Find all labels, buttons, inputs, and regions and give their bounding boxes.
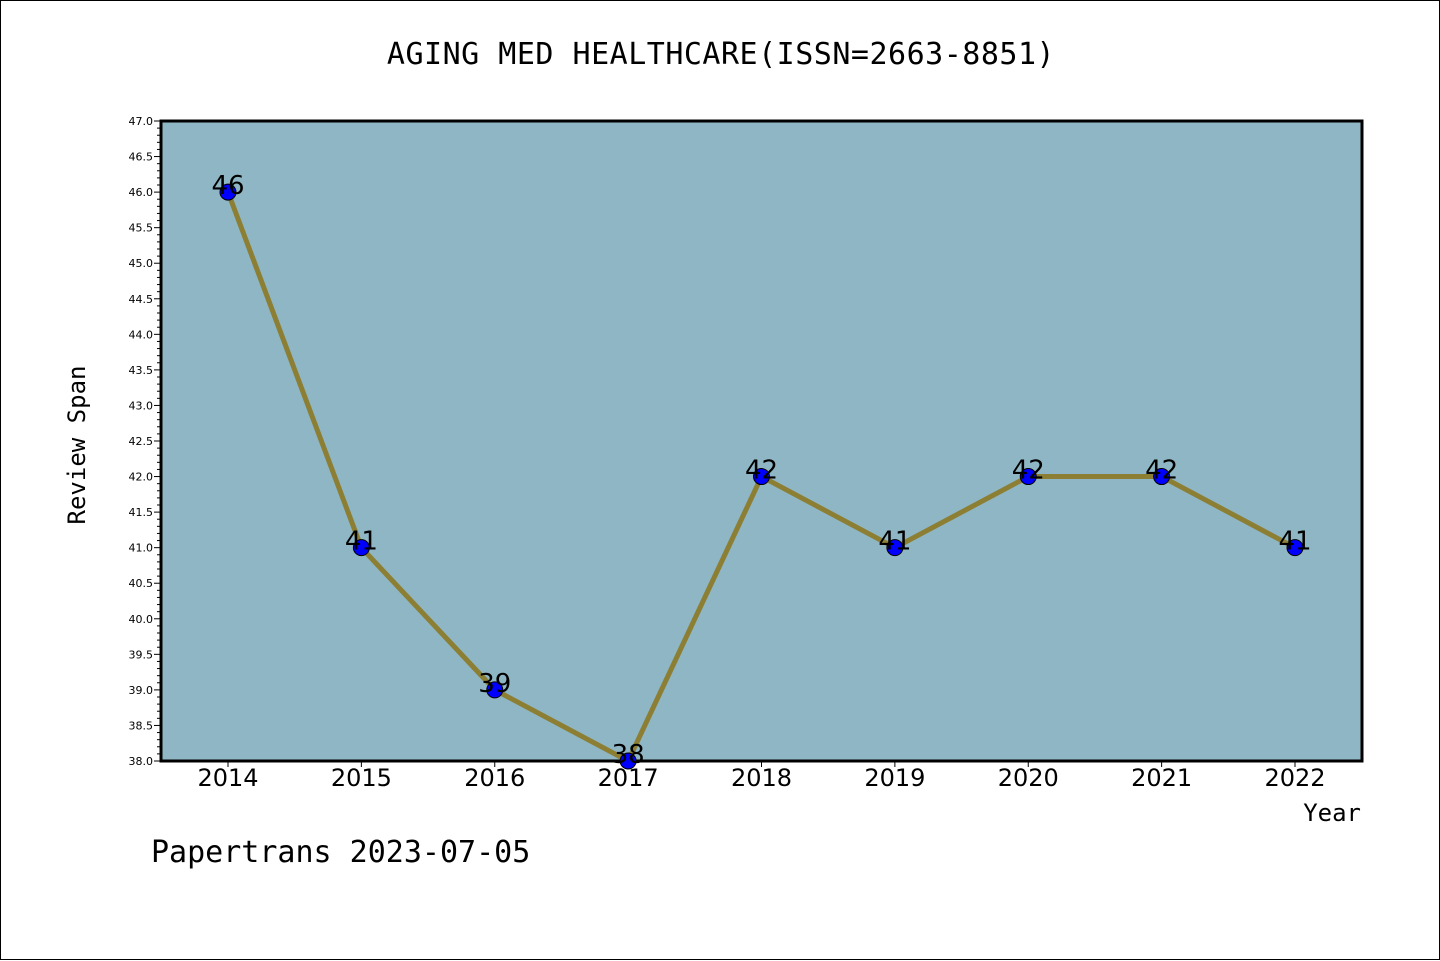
data-label: 42 (745, 456, 778, 486)
x-tick-label: 2018 (731, 764, 792, 792)
data-label: 38 (612, 740, 645, 770)
y-tick-label: 46.0 (129, 186, 154, 199)
data-point (1019, 468, 1037, 486)
y-axis-label: Review Span (63, 366, 91, 525)
data-label: 39 (478, 669, 511, 699)
data-points (219, 183, 1304, 770)
x-tick-label: 2021 (1131, 764, 1192, 792)
data-point (1286, 539, 1304, 557)
chart-title: AGING MED HEALTHCARE(ISSN=2663-8851) (386, 37, 1056, 72)
x-tick-label: 2015 (331, 764, 392, 792)
x-tick-label: 2016 (464, 764, 525, 792)
y-tick-label: 38.0 (129, 755, 154, 768)
x-ticks: 2014 2015 2016 2017 2018 2019 2020 2021 2022 (197, 761, 1326, 792)
data-point (1153, 468, 1171, 486)
data-point (219, 183, 237, 201)
x-axis-label: Year (1303, 799, 1361, 827)
y-ticks: 38.0 38.5 39.0 39.5 40.0 40.5 41.0 41.5 42.0 42.5… (129, 115, 154, 768)
data-label: 42 (1012, 456, 1045, 486)
data-labels: 46 41 39 38 42 41 42 42 41 (211, 171, 1311, 770)
x-tick-label: 2014 (197, 764, 258, 792)
y-tick-label: 42.0 (129, 471, 154, 484)
y-tick-label: 41.0 (129, 542, 154, 555)
y-tick-label: 43.5 (129, 364, 154, 377)
y-tick-label: 40.5 (129, 577, 154, 590)
data-point (352, 539, 370, 557)
y-tick-label: 39.5 (129, 648, 154, 661)
y-tick-label: 45.0 (129, 257, 154, 270)
data-point (753, 468, 770, 486)
y-tick-label: 44.0 (129, 328, 154, 341)
y-tick-label: 39.0 (129, 684, 154, 697)
data-label: 46 (211, 171, 244, 201)
data-point (619, 752, 637, 770)
y-tick-label: 46.5 (129, 151, 154, 164)
y-tick-label: 43.0 (129, 399, 154, 412)
y-tick-label: 41.5 (129, 506, 154, 519)
x-tick-label: 2020 (998, 764, 1059, 792)
y-tick-label: 42.5 (129, 435, 154, 448)
x-tick-label: 2019 (864, 764, 925, 792)
y-tick-label: 45.5 (129, 222, 154, 235)
data-point (886, 539, 904, 557)
y-tick-label: 47.0 (129, 115, 154, 128)
data-label: 42 (1145, 456, 1178, 486)
y-tick-label: 38.5 (129, 719, 154, 732)
data-point (486, 681, 504, 699)
data-label: 41 (1278, 527, 1311, 557)
y-tick-label: 44.5 (129, 293, 154, 306)
data-label: 41 (345, 527, 378, 557)
y-minor-ticks (154, 120, 161, 762)
data-label: 41 (878, 527, 911, 557)
plot-area (159, 119, 1364, 763)
footer-text: Papertrans 2023-07-05 (151, 835, 531, 870)
y-tick-label: 40.0 (129, 613, 154, 626)
x-tick-label: 2022 (1264, 764, 1325, 792)
